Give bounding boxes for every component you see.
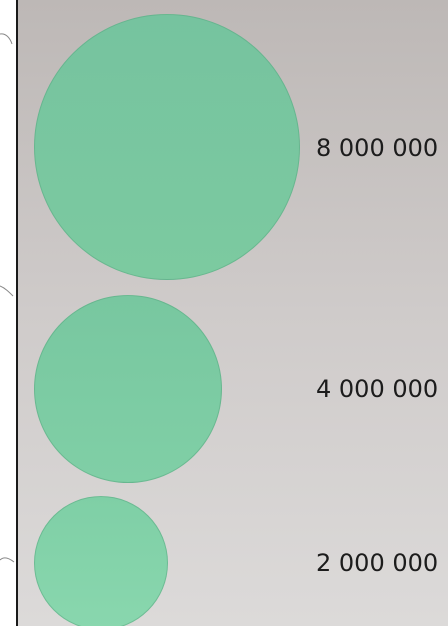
map-edge	[0, 0, 16, 626]
legend-circle-medium	[34, 295, 222, 483]
legend-label-medium: 4 000 000	[316, 375, 439, 403]
legend-label-small: 2 000 000	[316, 549, 439, 577]
map-boundary-lines	[0, 33, 15, 563]
legend-label-large: 8 000 000	[316, 134, 439, 162]
proportional-symbol-legend: 8 000 000 4 000 000 2 000 000	[16, 0, 448, 626]
legend-circle-small	[34, 496, 168, 626]
legend-circle-large	[34, 14, 300, 280]
